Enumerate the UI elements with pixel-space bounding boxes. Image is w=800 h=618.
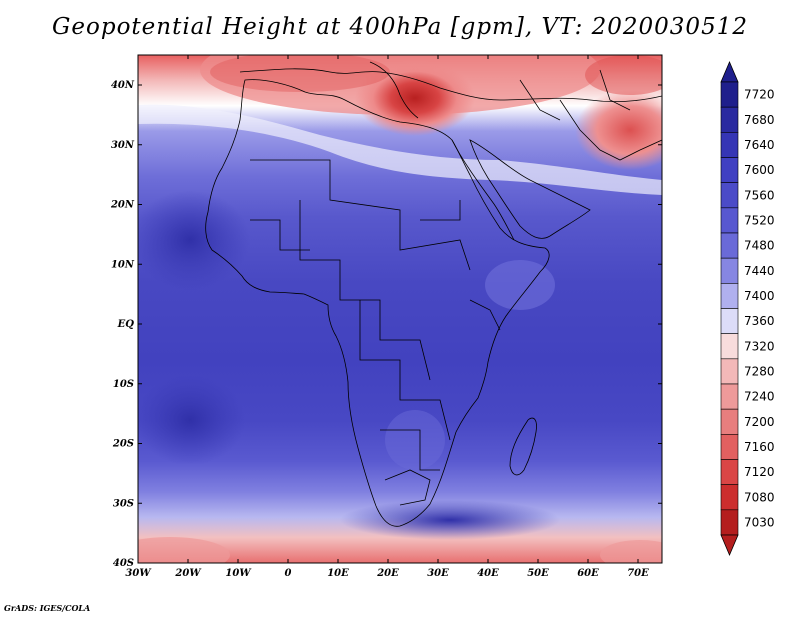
lat-label: 10S [113, 379, 134, 390]
lat-label: 20S [112, 439, 134, 450]
colorbar-swatch [720, 232, 739, 259]
colorbar-label: 7280 [744, 364, 775, 378]
colorbar-label: 7440 [744, 264, 775, 278]
colorbar-label: 7400 [744, 289, 775, 303]
colorbar-label: 7720 [744, 88, 775, 102]
colorbar-swatch [720, 157, 739, 183]
lon-label: 0 [285, 568, 292, 579]
lon-label: 10E [327, 568, 349, 579]
colorbar-label: 7680 [744, 113, 775, 127]
colorbar-swatch [720, 383, 739, 410]
colorbar-swatch [720, 459, 739, 485]
colorbar-label: 7520 [744, 213, 775, 227]
lon-label: 70E [627, 568, 649, 579]
colorbar-label: 7120 [744, 465, 775, 479]
colorbar-label: 7080 [744, 490, 775, 504]
latitude-axis: 40N 30N 20N 10N EQ 10S 20S 30S 40S [110, 80, 662, 569]
colorbar-swatch [720, 509, 739, 536]
colorbar-swatch [720, 207, 739, 234]
lon-label: 20E [376, 568, 399, 579]
colorbar-swatch [720, 106, 739, 133]
lon-label: 10W [225, 568, 252, 579]
lon-label: 30E [427, 568, 449, 579]
colorbar-swatch [720, 358, 739, 385]
lat-label: 40N [111, 80, 135, 91]
colorbar-label: 7560 [744, 188, 775, 202]
lat-label: 10N [111, 259, 135, 270]
colorbar-label: 7600 [744, 163, 775, 177]
colorbar-swatch [720, 333, 739, 360]
colorbar-swatch [720, 434, 739, 460]
colorbar-swatch [720, 132, 739, 158]
colorbar-label: 7360 [744, 314, 775, 328]
grads-credit: GrADS: IGES/COLA [4, 603, 91, 613]
colorbar-swatch [720, 408, 739, 435]
colorbar: 7720 7680 7640 7600 7560 7520 7480 7440 7400 7360… [720, 60, 775, 557]
map-frame [137, 54, 663, 564]
lat-label: 30S [113, 498, 134, 509]
colorbar-swatch [720, 308, 739, 334]
lon-label: 50E [527, 568, 549, 579]
lon-label: 60E [577, 568, 599, 579]
height-field [138, 55, 662, 563]
colorbar-label: 7320 [744, 339, 775, 353]
lon-label: 20W [174, 568, 202, 579]
colorbar-top-arrow [720, 60, 739, 83]
map-title: Geopotential Height at 400hPa [gpm], VT:… [52, 14, 748, 40]
colorbar-label: 7240 [744, 390, 775, 404]
colorbar-label: 7200 [744, 415, 775, 429]
colorbar-label: 7480 [744, 239, 775, 253]
lat-label: 40S [113, 558, 134, 569]
colorbar-swatch [720, 283, 739, 309]
colorbar-swatch [720, 81, 739, 108]
colorbar-swatch [720, 257, 739, 284]
colorbar-label: 7160 [744, 440, 775, 454]
colorbar-swatch [720, 484, 739, 511]
colorbar-bottom-arrow [720, 534, 739, 557]
colorbar-swatch [720, 182, 739, 209]
lat-label: 20N [110, 200, 135, 211]
lat-label: 30N [111, 140, 135, 151]
coastlines [205, 61, 662, 527]
lat-label: EQ [117, 319, 135, 330]
lon-label: 40E [477, 568, 499, 579]
lon-label: 30W [125, 568, 152, 579]
colorbar-label: 7640 [744, 138, 775, 152]
colorbar-label: 7030 [744, 515, 775, 529]
longitude-axis: 30W 20W 10W 0 10E 20E 30E 40E 50E 60E 70E [125, 55, 649, 579]
